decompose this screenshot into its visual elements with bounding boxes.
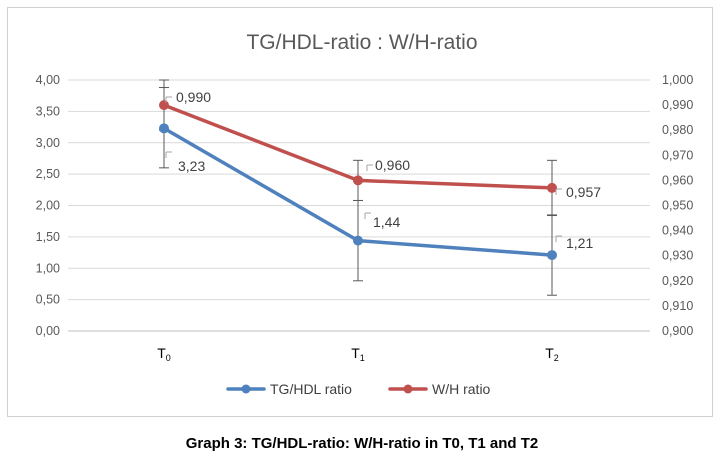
data-label: 0,957 <box>566 184 601 200</box>
chart-title: TG/HDL-ratio : W/H-ratio <box>246 31 477 54</box>
y-left-tick-label: 3,50 <box>36 104 60 118</box>
y-left-tick-label: 0,00 <box>36 324 60 338</box>
y-right-tick-label: 0,960 <box>662 173 693 187</box>
data-label: 1,21 <box>566 235 593 251</box>
legend-label: TG/HDL ratio <box>270 381 352 397</box>
figure-caption: Graph 3: TG/HDL-ratio: W/H-ratio in T0, … <box>185 435 539 452</box>
x-tick-label: T1 <box>351 345 365 363</box>
y-right-tick-label: 0,950 <box>662 199 693 213</box>
y-left-tick-label: 1,00 <box>36 261 60 275</box>
data-label: 0,960 <box>375 157 410 173</box>
legend-swatch-marker <box>241 384 251 394</box>
y-right-tick-label: 0,920 <box>662 274 693 288</box>
y-right-tick-label: 0,900 <box>662 324 693 338</box>
y-right-tick-label: 1,000 <box>662 73 693 87</box>
y-right-tick-label: 0,940 <box>662 224 693 238</box>
line-chart: TG/HDL-ratio : W/H-ratio 0,00 0,50 1,00 1,50… <box>36 31 694 397</box>
y-right-tick-label: 0,990 <box>662 98 693 112</box>
y-left-tick-label: 4,00 <box>36 73 60 87</box>
legend-label: W/H ratio <box>432 381 491 397</box>
data-label: 0,990 <box>176 89 211 105</box>
data-label: 1,44 <box>373 214 400 230</box>
y-left-tick-label: 2,50 <box>36 167 60 181</box>
y-left-tick-label: 0,50 <box>36 293 60 307</box>
data-label: 3,23 <box>178 158 205 174</box>
y-left-tick-label: 1,50 <box>36 230 60 244</box>
chart-frame <box>7 7 713 417</box>
y-right-tick-label: 0,910 <box>662 299 693 313</box>
legend-swatch-marker <box>403 384 413 394</box>
y-left-tick-label: 3,00 <box>36 136 60 150</box>
y-right-tick-label: 0,970 <box>662 148 693 162</box>
y-right-tick-label: 0,980 <box>662 123 693 137</box>
data-point <box>159 123 169 134</box>
x-tick-label: T2 <box>545 345 559 363</box>
data-point <box>353 175 363 186</box>
data-point <box>547 182 557 193</box>
y-left-tick-label: 2,00 <box>36 199 60 213</box>
y-right-tick-label: 0,930 <box>662 249 693 263</box>
data-point <box>353 235 363 246</box>
data-point <box>547 250 557 261</box>
data-point <box>159 100 169 111</box>
x-tick-label: T0 <box>157 345 171 363</box>
